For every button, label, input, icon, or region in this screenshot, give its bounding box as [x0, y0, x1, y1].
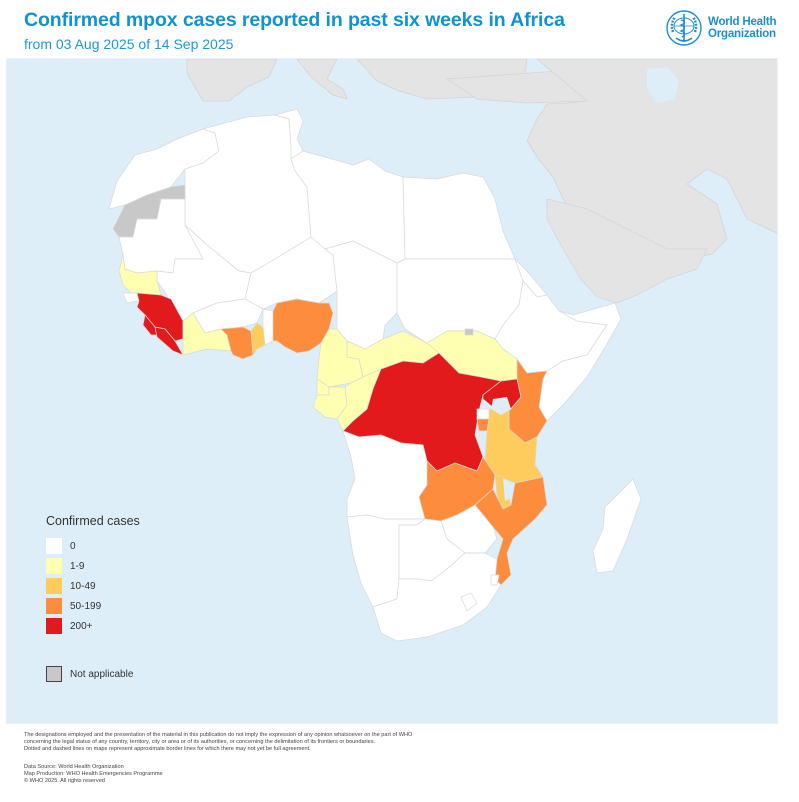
region-europe-west [186, 59, 278, 102]
lake-malawi [503, 479, 509, 501]
who-emblem-icon [666, 10, 702, 46]
legend-swatch [46, 578, 62, 594]
region-caspian-gap [647, 67, 679, 103]
data-source: Data Source: World Health Organization [24, 764, 124, 770]
map-title: Confirmed mpox cases reported in past si… [24, 9, 565, 31]
country-rwanda[interactable] [476, 408, 490, 420]
legend-swatch [46, 558, 62, 574]
legend-label: 10-49 [70, 580, 96, 592]
legend-label: 0 [70, 540, 76, 552]
legend-swatch [46, 538, 62, 554]
legend-label: Not applicable [70, 668, 134, 680]
lake-victoria [491, 397, 511, 415]
africa-map[interactable] [7, 59, 778, 724]
credits: Data Source: World Health Organization M… [24, 764, 163, 784]
map-panel[interactable] [6, 58, 778, 724]
legend-item-0: 0 [46, 536, 140, 556]
disclaimer-line: Dotted and dashed lines on maps represen… [24, 745, 311, 752]
country-benin[interactable] [262, 308, 274, 346]
legend-swatch [46, 666, 62, 682]
country-madagascar[interactable] [592, 478, 642, 574]
legend-swatch [46, 618, 62, 634]
country-south-africa[interactable] [372, 552, 502, 642]
country-angola[interactable] [342, 430, 428, 520]
logo-text-line2: Organization [708, 28, 776, 40]
legend: Confirmed cases 0 1-9 10-49 50-199 200+ … [46, 514, 140, 682]
legend-item-200-plus: 200+ [46, 616, 140, 636]
disclaimer-line: concerning the legal status of any count… [24, 738, 376, 745]
legend-label: 1-9 [70, 560, 85, 572]
country-egypt[interactable] [402, 172, 516, 260]
legend-label: 200+ [70, 620, 93, 632]
map-production: Map Production: WHO Health Emergencies P… [24, 770, 163, 777]
disclaimer: The designations employed and the presen… [24, 732, 664, 752]
map-subtitle: from 03 Aug 2025 of 14 Sep 2025 [24, 36, 234, 52]
region-arabia [546, 198, 708, 304]
country-guinea-bissau[interactable] [122, 292, 140, 304]
legend-item-not-applicable: Not applicable [46, 666, 140, 682]
legend-swatch [46, 598, 62, 614]
country-abyei [464, 328, 474, 336]
region-europe-italy [296, 59, 348, 100]
country-ghana[interactable] [220, 326, 254, 360]
country-sierra-leone[interactable] [142, 314, 158, 336]
legend-label: 50-199 [70, 600, 102, 612]
country-togo[interactable] [250, 322, 266, 357]
who-logo: World Health Organization [664, 8, 777, 48]
legend-title: Confirmed cases [46, 514, 140, 528]
legend-item-10-49: 10-49 [46, 576, 140, 596]
disclaimer-line: The designations employed and the presen… [24, 732, 413, 738]
country-eswatini[interactable] [490, 574, 500, 586]
logo-text-line1: World Health [708, 16, 777, 28]
country-lesotho[interactable] [460, 592, 478, 612]
legend-item-50-199: 50-199 [46, 596, 140, 616]
copyright: © WHO 2025. All rights reserved [24, 777, 105, 784]
legend-item-1-9: 1-9 [46, 556, 140, 576]
